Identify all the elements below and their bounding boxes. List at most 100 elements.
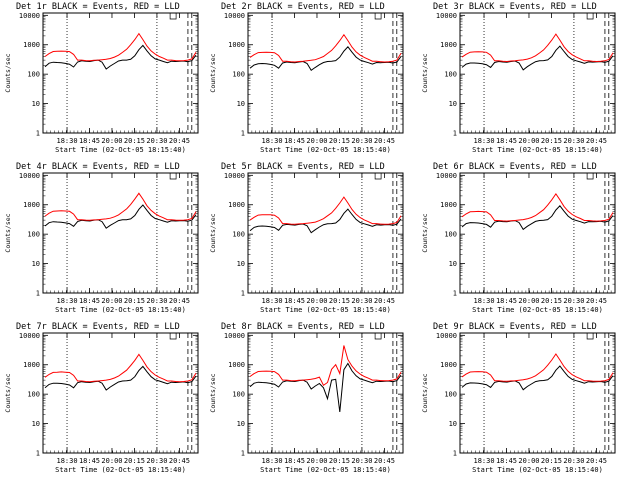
bracket-marker — [169, 13, 177, 20]
x-tick-label: 18:30 — [261, 297, 282, 305]
bracket-marker — [169, 173, 177, 180]
x-tick-label: 18:30 — [56, 297, 77, 305]
x-tick-label: 18:45 — [284, 457, 305, 465]
panel-title: Det 6r BLACK = Events, RED = LLD — [433, 162, 597, 172]
x-tick-label: 20:15 — [124, 137, 145, 145]
x-tick-label: 20:45 — [169, 137, 190, 145]
x-axis-label: Start Time (02-Oct-05 18:15:40) — [55, 146, 186, 154]
x-axis-label: Start Time (02-Oct-05 18:15:40) — [472, 466, 603, 474]
x-tick-label: 20:15 — [541, 457, 562, 465]
y-tick-label: 10 — [237, 420, 245, 428]
y-tick-label: 100 — [444, 71, 457, 79]
x-tick-label: 18:45 — [284, 297, 305, 305]
lld-series-line — [461, 353, 614, 382]
y-tick-label: 10 — [449, 260, 457, 268]
panel-det-6r: Det 6r BLACK = Events, RED = LLD 1 10 100 10… — [421, 162, 616, 314]
x-tick-label: 18:30 — [473, 297, 494, 305]
bracket-marker — [586, 173, 594, 180]
y-tick-label: 1 — [241, 290, 245, 298]
x-tick-label: 20:00 — [101, 137, 122, 145]
x-tick-label: 20:45 — [169, 457, 190, 465]
y-tick-label: 10000 — [224, 12, 245, 20]
lld-series-line — [249, 345, 402, 387]
y-tick-label: 100 — [232, 71, 245, 79]
y-tick-label: 1000 — [440, 41, 457, 49]
y-axis-label: Counts/sec — [421, 53, 429, 92]
y-tick-label: 10000 — [224, 332, 245, 340]
plot-frame — [42, 12, 199, 134]
y-axis-label: Counts/sec — [209, 53, 217, 92]
plot-frame — [247, 12, 404, 134]
panel-title: Det 1r BLACK = Events, RED = LLD — [16, 2, 180, 12]
panel-title: Det 5r BLACK = Events, RED = LLD — [221, 162, 385, 172]
y-axis-label: Counts/sec — [209, 213, 217, 252]
x-tick-label: 18:30 — [473, 457, 494, 465]
plot-frame — [459, 332, 616, 454]
x-tick-label: 18:30 — [261, 457, 282, 465]
x-tick-label: 20:45 — [374, 137, 395, 145]
y-tick-label: 10000 — [19, 332, 40, 340]
bracket-marker — [374, 333, 382, 340]
events-series-line — [461, 365, 614, 391]
y-tick-label: 1 — [453, 450, 457, 458]
bracket-marker — [586, 13, 594, 20]
x-tick-label: 20:45 — [586, 457, 607, 465]
bracket-marker — [374, 13, 382, 20]
y-tick-label: 10000 — [436, 332, 457, 340]
events-series-line — [44, 44, 197, 70]
panel-title: Det 3r BLACK = Events, RED = LLD — [433, 2, 597, 12]
x-tick-label: 20:15 — [329, 457, 350, 465]
panel-title: Det 4r BLACK = Events, RED = LLD — [16, 162, 180, 172]
x-tick-label: 18:45 — [496, 297, 517, 305]
x-tick-label: 20:30 — [351, 457, 372, 465]
x-tick-label: 20:45 — [169, 297, 190, 305]
x-tick-label: 18:30 — [56, 457, 77, 465]
panel-det-8r: Det 8r BLACK = Events, RED = LLD 1 10 100 10… — [209, 322, 404, 474]
x-tick-label: 18:30 — [56, 137, 77, 145]
lld-series-line — [249, 196, 402, 225]
lld-series-line — [249, 33, 402, 63]
y-tick-label: 1 — [453, 290, 457, 298]
x-axis-label: Start Time (02-Oct-05 18:15:40) — [260, 306, 391, 314]
events-series-line — [249, 208, 402, 234]
x-axis-label: Start Time (02-Oct-05 18:15:40) — [260, 146, 391, 154]
x-tick-label: 18:30 — [261, 137, 282, 145]
y-tick-label: 1000 — [228, 201, 245, 209]
x-tick-label: 20:30 — [146, 137, 167, 145]
x-tick-label: 20:45 — [586, 137, 607, 145]
panel-det-5r: Det 5r BLACK = Events, RED = LLD 1 10 100 10… — [209, 162, 404, 314]
x-tick-label: 18:45 — [79, 137, 100, 145]
x-tick-label: 20:45 — [374, 297, 395, 305]
lld-series-line — [461, 33, 614, 63]
plot-frame — [42, 172, 199, 294]
y-tick-label: 10000 — [436, 172, 457, 180]
panel-title: Det 7r BLACK = Events, RED = LLD — [16, 322, 180, 332]
x-tick-label: 18:45 — [496, 137, 517, 145]
x-tick-label: 20:15 — [541, 297, 562, 305]
y-tick-label: 10 — [32, 260, 40, 268]
lld-series-line — [44, 32, 197, 62]
x-tick-label: 20:00 — [306, 457, 327, 465]
y-tick-label: 10000 — [436, 12, 457, 20]
y-tick-label: 100 — [444, 391, 457, 399]
x-tick-label: 20:00 — [306, 297, 327, 305]
y-tick-label: 10 — [237, 260, 245, 268]
lld-series-line — [44, 192, 197, 221]
lld-series-line — [44, 353, 197, 383]
x-tick-label: 20:15 — [124, 457, 145, 465]
y-tick-label: 1000 — [440, 201, 457, 209]
y-tick-label: 1000 — [440, 361, 457, 369]
y-tick-label: 100 — [27, 231, 40, 239]
plot-frame — [459, 172, 616, 294]
x-tick-label: 20:45 — [374, 457, 395, 465]
events-series-line — [44, 365, 197, 391]
x-tick-label: 18:45 — [284, 137, 305, 145]
bracket-marker — [169, 333, 177, 340]
x-tick-label: 20:00 — [101, 297, 122, 305]
y-axis-label: Counts/sec — [4, 53, 12, 92]
x-tick-label: 18:45 — [79, 297, 100, 305]
y-axis-label: Counts/sec — [4, 373, 12, 412]
panel-det-4r: Det 4r BLACK = Events, RED = LLD 1 10 100 10… — [4, 162, 199, 314]
bracket-marker — [374, 173, 382, 180]
